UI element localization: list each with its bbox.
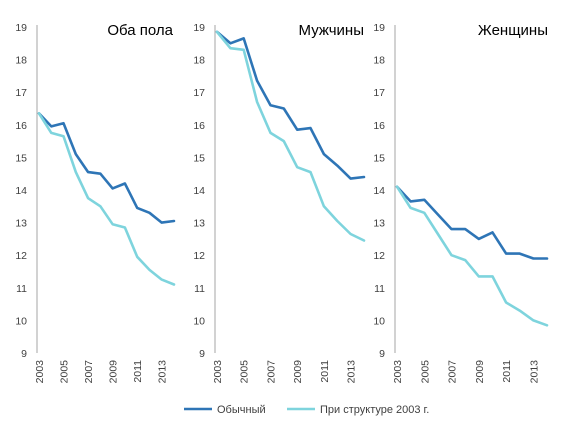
panel-1-y-tick-label: 13 <box>193 218 205 230</box>
panel-2-y-tick-label: 18 <box>373 55 385 67</box>
panel-2-x-tick-label: 2003 <box>392 360 404 384</box>
panel-2-y-tick-label: 9 <box>379 348 385 360</box>
panel-0-y-tick-label: 10 <box>15 315 27 327</box>
panel-1-y-tick-label: 10 <box>193 315 205 327</box>
panel-1-y-tick-label: 17 <box>193 87 205 99</box>
panel-0-y-tick-label: 18 <box>15 55 27 67</box>
panel-1-series-line-0 <box>215 30 366 180</box>
panel-2-y-tick-label: 19 <box>373 22 385 34</box>
panel-2-x-tick-label: 2007 <box>447 360 459 384</box>
panel-0-y-tick-label: 9 <box>21 348 27 360</box>
panel-2-y-tick-label: 17 <box>373 87 385 99</box>
panel-2-y-tick-label: 14 <box>373 185 385 197</box>
panel-0-y-tick-label: 19 <box>15 22 27 34</box>
panel-0-y-tick-label: 13 <box>15 218 27 230</box>
panel-1-y-tick-label: 18 <box>193 55 205 67</box>
panel-0-title: Оба пола <box>107 22 173 39</box>
panel-2-y-tick-label: 10 <box>373 315 385 327</box>
panel-0-y-tick-label: 16 <box>15 120 27 132</box>
panel-1-title: Мужчины <box>299 22 364 39</box>
panel-2-series-line-0 <box>395 185 549 260</box>
panel-0-x-tick-label: 2005 <box>59 360 71 384</box>
panel-1-y-tick-label: 19 <box>193 22 205 34</box>
legend-label-0: Обычный <box>217 404 266 416</box>
legend-label-1: При структуре 2003 г. <box>320 404 429 416</box>
panel-1-x-tick-label: 2005 <box>239 360 251 384</box>
panel-2-x-tick-label: 2013 <box>528 360 540 384</box>
panel-0-y-tick-label: 17 <box>15 87 27 99</box>
panel-1-x-tick-label: 2011 <box>319 360 331 383</box>
panel-2-series-line-1 <box>395 185 549 327</box>
panel-1-y-tick-label: 16 <box>193 120 205 132</box>
panel-2-x-tick-label: 2011 <box>501 360 513 383</box>
panel-0-x-tick-label: 2013 <box>157 360 169 384</box>
panel-0-series-line-1 <box>37 112 176 286</box>
panel-0-y-tick-label: 11 <box>16 283 27 295</box>
panel-1-y-tick-label: 11 <box>194 283 205 295</box>
panel-2-x-tick-label: 2009 <box>474 360 486 384</box>
panel-1-series-line-1 <box>215 30 366 242</box>
panel-2-y-tick-label: 13 <box>373 218 385 230</box>
panel-2-x-tick-label: 2005 <box>419 360 431 384</box>
panel-0-y-tick-label: 12 <box>15 250 27 262</box>
panel-2-y-tick-label: 11 <box>374 283 385 295</box>
panel-0-x-tick-label: 2011 <box>132 360 144 383</box>
panel-0-y-tick-label: 14 <box>15 185 27 197</box>
panel-2-title: Женщины <box>478 22 548 39</box>
panel-0-x-tick-label: 2007 <box>83 360 95 384</box>
panel-1-y-tick-label: 14 <box>193 185 205 197</box>
panel-2-y-tick-label: 12 <box>373 250 385 262</box>
panel-1-x-tick-label: 2007 <box>265 360 277 384</box>
panel-0-x-tick-label: 2003 <box>34 360 46 384</box>
panel-0-x-tick-label: 2009 <box>108 360 120 384</box>
panel-0-y-tick-label: 15 <box>15 152 27 164</box>
panel-1-y-tick-label: 9 <box>199 348 205 360</box>
panel-0-series-line-0 <box>37 112 176 224</box>
panel-2-y-tick-label: 16 <box>373 120 385 132</box>
panel-2-y-tick-label: 15 <box>373 152 385 164</box>
panel-1-x-tick-label: 2013 <box>346 360 358 384</box>
panel-1-x-tick-label: 2009 <box>292 360 304 384</box>
panel-1-x-tick-label: 2003 <box>212 360 224 384</box>
panel-1-y-tick-label: 15 <box>193 152 205 164</box>
panel-1-y-tick-label: 12 <box>193 250 205 262</box>
